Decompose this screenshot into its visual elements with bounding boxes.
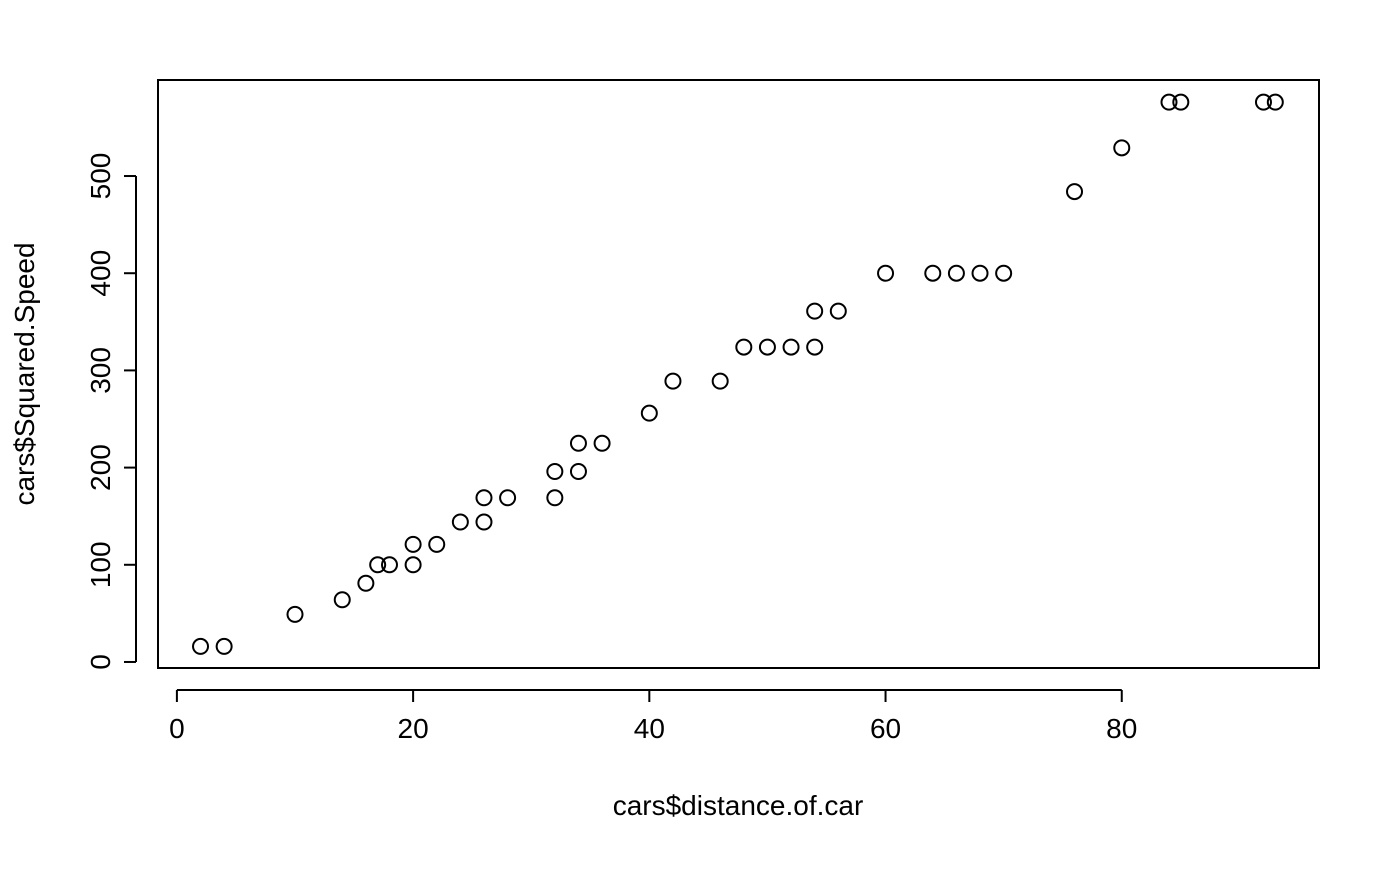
point xyxy=(806,302,824,320)
point xyxy=(995,264,1013,282)
point xyxy=(569,462,587,480)
y-axis-title: cars$Squared.Speed xyxy=(9,242,40,505)
point xyxy=(1160,93,1178,111)
point xyxy=(735,338,753,356)
point xyxy=(971,264,989,282)
point xyxy=(1066,183,1084,201)
point xyxy=(286,605,304,623)
point xyxy=(1254,93,1272,111)
point xyxy=(404,535,422,553)
point xyxy=(428,535,446,553)
y-tick-label: 300 xyxy=(85,347,116,394)
x-tick-label: 40 xyxy=(634,713,665,744)
point xyxy=(333,591,351,609)
point xyxy=(475,513,493,531)
x-tick-label: 20 xyxy=(398,713,429,744)
point xyxy=(1113,139,1131,157)
point xyxy=(475,489,493,507)
point xyxy=(369,556,387,574)
point xyxy=(357,574,375,592)
point xyxy=(380,556,398,574)
y-tick-label: 200 xyxy=(85,444,116,491)
plot-frame xyxy=(157,79,1320,669)
point xyxy=(1172,93,1190,111)
point xyxy=(546,462,564,480)
point xyxy=(782,338,800,356)
point xyxy=(806,338,824,356)
x-tick-label: 0 xyxy=(169,713,185,744)
point xyxy=(192,637,210,655)
point xyxy=(215,637,233,655)
point xyxy=(593,434,611,452)
point xyxy=(499,489,517,507)
point xyxy=(711,372,729,390)
y-tick-label: 400 xyxy=(85,250,116,297)
y-tick-label: 500 xyxy=(85,153,116,200)
x-tick-label: 60 xyxy=(870,713,901,744)
point xyxy=(829,302,847,320)
point xyxy=(947,264,965,282)
x-axis-title: cars$distance.of.car xyxy=(613,790,864,821)
point xyxy=(758,338,776,356)
point xyxy=(404,556,422,574)
point xyxy=(877,264,895,282)
y-tick-label: 100 xyxy=(85,541,116,588)
x-tick-label: 80 xyxy=(1106,713,1137,744)
point xyxy=(451,513,469,531)
point xyxy=(546,489,564,507)
point xyxy=(569,434,587,452)
y-tick-label: 0 xyxy=(85,654,116,670)
point xyxy=(664,372,682,390)
point xyxy=(640,404,658,422)
point xyxy=(1266,93,1284,111)
point xyxy=(924,264,942,282)
